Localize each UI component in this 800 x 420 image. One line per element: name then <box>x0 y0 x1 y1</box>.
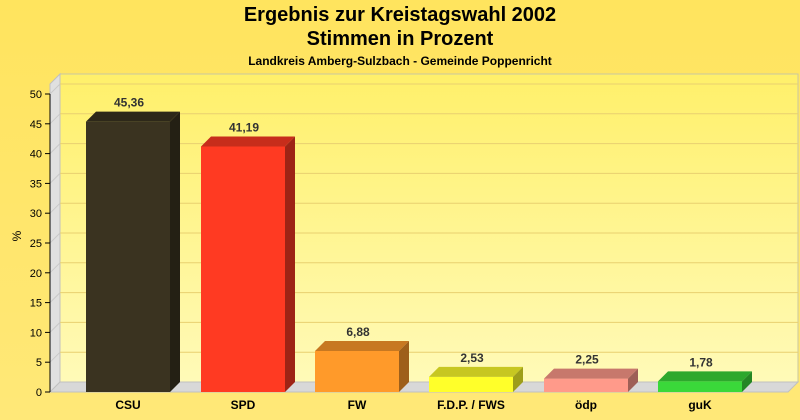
y-tick-label: 15 <box>30 298 42 310</box>
bar-value-label: 41,19 <box>229 121 259 135</box>
bar-value-label: 1,78 <box>689 355 713 369</box>
bar-front <box>658 381 742 392</box>
gridline-side <box>49 322 61 333</box>
gridline-side <box>49 351 61 363</box>
bar-value-label: 2,53 <box>460 351 484 365</box>
gridline-side <box>49 202 61 214</box>
y-axis-label: % <box>10 230 24 241</box>
bar-top <box>201 136 295 147</box>
x-tick-label: SPD <box>231 398 256 412</box>
bar-front <box>315 350 399 392</box>
y-tick-label: 5 <box>36 357 42 369</box>
bar-side <box>628 368 638 392</box>
y-tick-label: 30 <box>30 208 42 220</box>
x-tick-label: FW <box>348 398 367 412</box>
bar-front <box>544 378 628 392</box>
bar-top <box>658 371 752 382</box>
gridline-side <box>49 292 61 303</box>
gridline-side <box>49 83 61 95</box>
y-tick-label: 25 <box>30 238 42 250</box>
bar-front <box>86 121 170 392</box>
bar-value-label: 2,25 <box>575 353 599 367</box>
gridline-side <box>49 173 61 184</box>
y-tick-label: 20 <box>30 268 42 280</box>
bar-side <box>513 366 523 392</box>
bar-fw: 6,88 <box>315 325 409 392</box>
x-tick-label: guK <box>688 398 712 412</box>
y-tick-label: 50 <box>30 89 42 101</box>
y-tick-label: 35 <box>30 178 42 190</box>
bar--dp: 2,25 <box>544 353 638 392</box>
bar-guk: 1,78 <box>658 355 752 392</box>
bar-top <box>315 340 409 351</box>
y-tick-label: 40 <box>30 149 42 161</box>
x-tick-label: CSU <box>115 398 140 412</box>
bar-front <box>429 376 513 392</box>
bar-top <box>86 111 180 122</box>
x-tick-label: ödp <box>575 398 597 412</box>
bar-f-d-p-fws: 2,53 <box>429 351 523 392</box>
bar-csu: 45,36 <box>86 96 180 392</box>
gridline-side <box>49 113 61 125</box>
chart-title: Ergebnis zur Kreistagswahl 2002 <box>243 4 557 26</box>
bar-side <box>399 340 409 392</box>
x-tick-label: F.D.P. / FWS <box>437 398 505 412</box>
bar-top <box>544 368 638 379</box>
bar-front <box>201 146 285 392</box>
bar-side <box>170 111 180 392</box>
chart-subtitle: Landkreis Amberg-Sulzbach - Gemeinde Pop… <box>248 54 552 68</box>
bar-side <box>742 371 752 392</box>
gridline-side <box>49 143 61 154</box>
y-tick-label: 0 <box>36 387 42 399</box>
bar-side <box>285 136 295 392</box>
gridline-side <box>49 262 61 274</box>
y-tick-label: 10 <box>30 327 42 339</box>
bar-value-label: 45,36 <box>114 96 144 110</box>
gridline-side <box>49 232 61 244</box>
bar-top <box>429 366 523 377</box>
y-tick-label: 45 <box>30 119 42 131</box>
bar-value-label: 6,88 <box>346 325 370 339</box>
bar-spd: 41,19 <box>201 121 295 392</box>
chart-subtitle-line: Stimmen in Prozent <box>306 28 494 50</box>
